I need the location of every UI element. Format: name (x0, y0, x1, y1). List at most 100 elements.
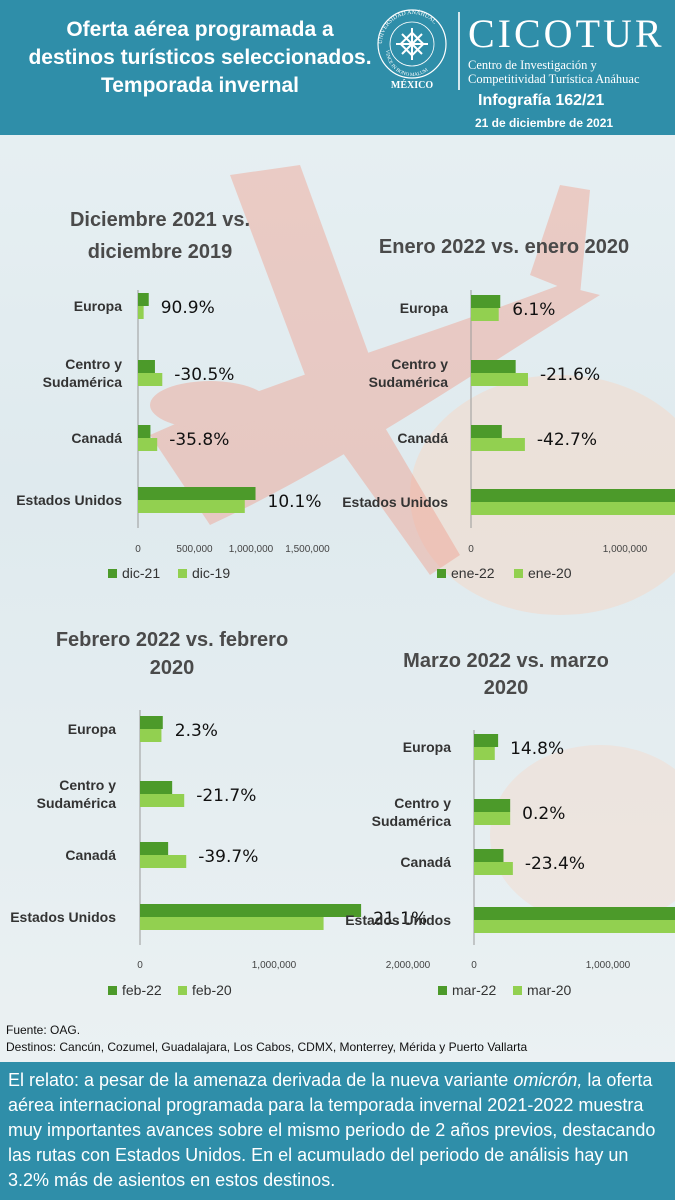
bar-mar-20 (474, 812, 511, 825)
source-notes: Fuente: OAG. Destinos: Cancún, Cozumel, … (6, 1022, 527, 1056)
legend-swatch (108, 569, 117, 578)
bar-ene-22 (471, 489, 675, 502)
category-label: Sudamérica (372, 813, 452, 829)
category-label: Estados Unidos (345, 912, 451, 928)
bar-dic-21 (138, 487, 256, 500)
chart-title: Enero 2022 vs. enero 2020 (379, 236, 629, 258)
infographic-title: Oferta aérea programada a destinos turís… (10, 16, 390, 100)
data-label: -30.5% (174, 365, 234, 385)
category-label: Estados Unidos (16, 492, 122, 508)
bar-feb-22 (140, 842, 169, 855)
category-label: Centro y (391, 356, 448, 372)
bar-ene-20 (471, 373, 528, 386)
anahuac-seal-logo: UNIVERSIDAD ANÁHUAC VINCE IN BONO MALUM (377, 8, 447, 79)
title-line: Oferta aérea programada a (66, 18, 334, 41)
bar-ene-20 (471, 438, 525, 451)
bar-dic-19 (138, 438, 158, 451)
bar-feb-20 (140, 729, 162, 742)
category-label: Canadá (71, 430, 122, 446)
data-label: -42.7% (537, 430, 597, 450)
data-label: -23.4% (525, 854, 585, 874)
x-tick-label: 1,000,000 (586, 960, 631, 971)
chart-title: 2020 (484, 677, 529, 699)
title-line: Temporada invernal (100, 74, 299, 97)
infographic-number: Infografía 162/21 (478, 92, 605, 109)
bar-feb-22 (140, 904, 362, 917)
narrative-part: El relato: a pesar de la amenaza derivad… (8, 1070, 514, 1090)
bar-feb-22 (140, 716, 163, 729)
narrative-part: la oferta aérea internacional programada… (8, 1070, 656, 1190)
legend-label: mar-22 (452, 982, 497, 998)
bar-mar-20 (474, 862, 513, 875)
bar-feb-20 (140, 855, 187, 868)
infographic-date: 21 de diciembre de 2021 (475, 116, 614, 130)
bar-ene-22 (471, 425, 502, 438)
legend-label: dic-19 (192, 565, 230, 581)
bar-mar-22 (474, 799, 511, 812)
subtitle-line: Competitividad Turística Anáhuac (468, 72, 640, 86)
chart-title: diciembre 2019 (88, 241, 233, 263)
data-label: -21.6% (540, 365, 600, 385)
data-label: -39.7% (198, 847, 258, 867)
category-label: Sudamérica (369, 374, 449, 390)
bar-dic-19 (138, 306, 144, 319)
bar-feb-20 (140, 917, 324, 930)
category-label: Centro y (394, 795, 451, 811)
seal-country-label: MÉXICO (390, 80, 434, 91)
data-label: 90.9% (161, 298, 215, 318)
legend-label: feb-22 (122, 982, 162, 998)
cicotur-brand: CICOTUR (468, 11, 665, 56)
data-label: 14.8% (510, 739, 564, 759)
category-label: Canadá (400, 854, 451, 870)
data-label: 2.3% (175, 721, 218, 741)
destinations-text: Destinos: Cancún, Cozumel, Guadalajara, … (6, 1040, 528, 1054)
legend-swatch (437, 569, 446, 578)
bar-dic-21 (138, 425, 151, 438)
title-line: destinos turísticos seleccionados. (28, 46, 372, 69)
bar-feb-20 (140, 794, 185, 807)
bar-dic-19 (138, 373, 163, 386)
data-label: -21.7% (196, 786, 256, 806)
bar-mar-22 (474, 734, 499, 747)
chart-title: Diciembre 2021 vs. (70, 209, 250, 231)
bar-mar-22 (474, 907, 675, 920)
bar-dic-21 (138, 360, 155, 373)
category-label: Sudamérica (43, 374, 123, 390)
subtitle-line: Centro de Investigación y (468, 58, 597, 72)
charts-area: Diciembre 2021 vs. diciembre 2019 Europa 90… (10, 209, 675, 998)
header-divider (458, 12, 460, 90)
legend-label: mar-20 (527, 982, 572, 998)
bar-ene-20 (471, 308, 499, 321)
x-tick-label: 500,000 (176, 544, 213, 555)
bar-dic-19 (138, 500, 245, 513)
data-label: 0.2% (522, 804, 565, 824)
source-text: Fuente: OAG. (6, 1023, 81, 1037)
legend-label: feb-20 (192, 982, 232, 998)
x-tick-label: 1,000,000 (229, 544, 274, 555)
category-label: Centro y (59, 777, 116, 793)
legend-swatch (514, 569, 523, 578)
x-tick-label: 1,500,000 (285, 544, 330, 555)
legend-label: ene-22 (451, 565, 495, 581)
category-label: Europa (403, 739, 451, 755)
x-tick-label: 0 (135, 544, 141, 555)
legend-label: dic-21 (122, 565, 160, 581)
legend-swatch (513, 986, 522, 995)
narrative-footer: El relato: a pesar de la amenaza derivad… (0, 1062, 675, 1200)
category-label: Canadá (397, 430, 448, 446)
bar-mar-20 (474, 920, 675, 933)
legend-swatch (178, 986, 187, 995)
legend-swatch (438, 986, 447, 995)
category-label: Canadá (65, 847, 116, 863)
category-label: Sudamérica (37, 795, 117, 811)
bar-mar-20 (474, 747, 495, 760)
bar-mar-22 (474, 849, 504, 862)
category-label: Europa (68, 721, 116, 737)
chart-title: 2020 (150, 657, 195, 679)
x-tick-label: 0 (137, 960, 143, 971)
category-label: Europa (74, 298, 122, 314)
data-label: 21.1% (373, 909, 427, 929)
data-label: -35.8% (169, 430, 229, 450)
x-tick-label: 0 (468, 544, 474, 555)
bar-ene-22 (471, 295, 501, 308)
